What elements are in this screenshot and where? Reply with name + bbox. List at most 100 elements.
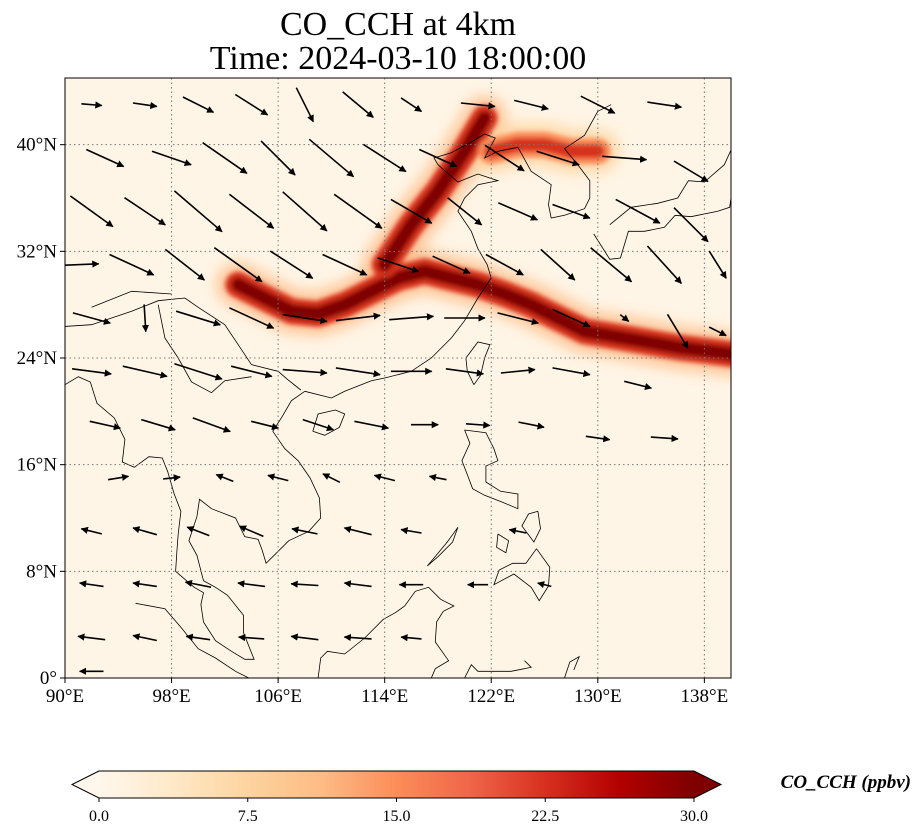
wind-vector: [485, 253, 524, 276]
wind-vector: [77, 633, 106, 641]
wind-vector: [89, 420, 122, 431]
wind-vector: [536, 150, 580, 167]
wind-vector: [518, 421, 545, 430]
wind-vector: [192, 417, 231, 433]
main-plume-core: [231, 264, 731, 361]
wind-vector: [428, 474, 447, 482]
y-axis-ticks: 0° 8°N 16°N 24°N 32°N 40°N: [17, 135, 65, 689]
wind-vector: [132, 526, 158, 536]
wind-vector: [540, 248, 576, 281]
wind-vector: [373, 473, 396, 482]
wind-vector: [615, 198, 661, 224]
wind-vector: [708, 326, 727, 337]
wind-vector: [295, 87, 315, 123]
wind-vector: [484, 144, 525, 172]
wind-vector: [164, 248, 205, 281]
x-tick-label: 106°E: [254, 686, 302, 707]
wind-vector: [308, 138, 355, 178]
wind-vector: [624, 380, 653, 391]
wind-vector: [251, 420, 280, 431]
map-area[interactable]: [52, 78, 731, 685]
wind-vector: [186, 526, 210, 537]
wind-vector: [646, 245, 682, 284]
wind-vector: [552, 367, 591, 378]
plot-title-line1: CO_CCH at 4km: [279, 6, 517, 43]
x-tick-label: 130°E: [574, 686, 622, 707]
coastline-segment: [65, 297, 302, 391]
wind-vector: [514, 99, 549, 111]
wind-vector: [460, 102, 496, 110]
wind-vector: [465, 421, 491, 429]
wind-vector: [132, 101, 158, 110]
colorbar-label: CO_CCH (ppbv): [781, 772, 911, 793]
wind-vector: [389, 313, 435, 321]
wind-vector: [260, 140, 296, 176]
wind-vector: [537, 581, 552, 589]
wind-vector: [290, 633, 319, 641]
wind-vector: [237, 633, 265, 642]
x-tick-label: 122°E: [467, 686, 515, 707]
wind-vector: [234, 93, 269, 116]
wind-vector: [343, 633, 372, 642]
colorbar-tick-label: 7.5: [238, 808, 258, 825]
colorbar-tick-label: 22.5: [531, 808, 559, 825]
wind-vector: [302, 418, 335, 432]
wind-vector: [80, 526, 102, 535]
wind-vector: [122, 365, 168, 379]
y-tick-label: 16°N: [17, 455, 58, 476]
wind-vector: [215, 473, 234, 483]
colorbar-tick-label: 15.0: [383, 808, 411, 825]
x-tick-label: 98°E: [152, 686, 190, 707]
colorbar-ticks: 0.0 7.5 15.0 22.5 30.0: [89, 798, 708, 825]
wind-vector: [72, 312, 111, 325]
wind-vector: [322, 253, 368, 276]
colorbar: 0.0 7.5 15.0 22.5 30.0 CO_CCH (ppbv): [70, 770, 911, 825]
wind-vector: [500, 366, 536, 374]
map-background: [65, 78, 731, 678]
coastline-segment: [65, 376, 322, 660]
north-plume-core: [377, 111, 492, 272]
wind-vector: [184, 579, 212, 588]
coastline-segment: [521, 510, 541, 543]
coastlines: [65, 104, 731, 678]
colorbar-extend-min: [72, 771, 99, 798]
wind-vector: [322, 473, 341, 484]
wind-vector: [377, 257, 420, 273]
coastline-segment: [609, 149, 731, 226]
coastline-segment: [496, 533, 510, 554]
wind-vector: [580, 95, 616, 114]
wind-vector: [335, 367, 381, 378]
coastline-segment: [593, 197, 731, 260]
wind-vector: [666, 313, 689, 349]
wind-vector: [69, 195, 114, 228]
wind-vector: [78, 580, 104, 588]
coastline-segment: [611, 677, 612, 678]
wind-vector: [282, 313, 328, 324]
wind-vector: [282, 368, 328, 377]
wind-vector: [132, 580, 157, 588]
co-concentration-field: [215, 95, 731, 377]
coastline-segment: [91, 290, 172, 308]
wind-vector: [333, 193, 383, 229]
wind-vector: [237, 580, 266, 588]
wind-vector: [140, 418, 176, 432]
wind-vector: [202, 142, 248, 174]
colorbar-tick-label: 0.0: [89, 808, 109, 825]
wind-vector: [647, 101, 683, 110]
x-axis-ticks: 90°E 98°E 106°E 114°E 122°E 130°E 138°E: [46, 678, 728, 707]
colorbar-extend-max: [694, 771, 721, 798]
wind-vector: [141, 304, 149, 333]
coastline-segment: [304, 133, 518, 399]
wind-vectors: [65, 87, 727, 675]
coastline-segment: [426, 527, 459, 567]
x-tick-label: 114°E: [361, 686, 408, 707]
coastline-segment: [464, 660, 533, 678]
wind-vector: [182, 96, 215, 114]
wind-vector: [508, 527, 527, 535]
wind-vector: [185, 633, 211, 641]
wind-vector: [343, 580, 372, 588]
wind-vector: [602, 155, 648, 163]
coastline-segment: [312, 409, 346, 436]
y-tick-label: 24°N: [17, 348, 58, 369]
